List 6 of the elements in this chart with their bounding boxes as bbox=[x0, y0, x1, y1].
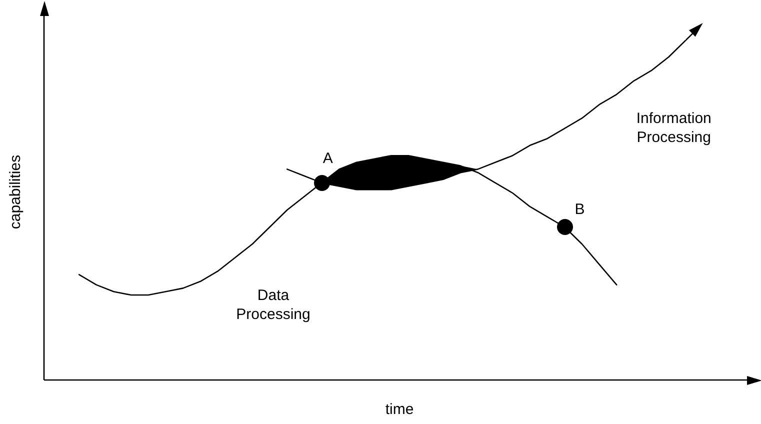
annotation: A bbox=[322, 150, 333, 168]
annotation: Data Processing bbox=[236, 286, 310, 323]
annotation: Information Processing bbox=[636, 110, 712, 146]
y-axis-title: capabilities bbox=[7, 154, 24, 230]
x-axis-title: time bbox=[385, 401, 414, 418]
annotation: B bbox=[574, 201, 585, 218]
